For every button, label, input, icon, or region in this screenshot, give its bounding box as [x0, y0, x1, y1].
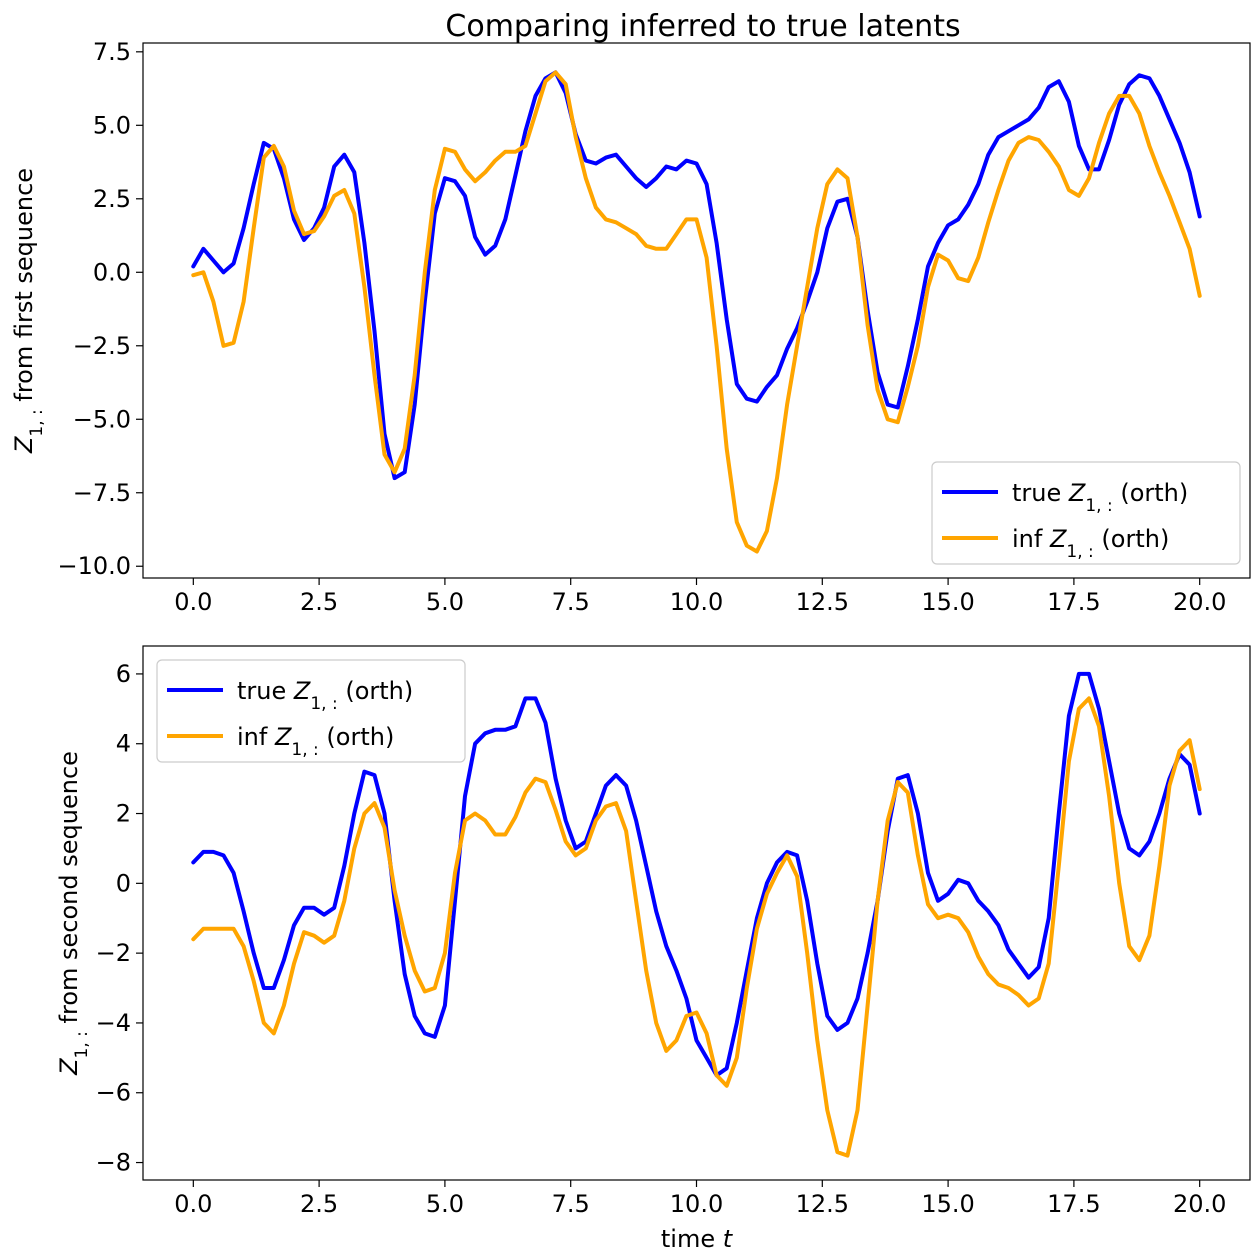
x-tick-label: 15.0	[921, 588, 974, 616]
x-tick-label: 7.5	[552, 588, 590, 616]
x-tick-label: 12.5	[796, 1190, 849, 1218]
y-tick-label: −5.0	[73, 405, 131, 433]
y-axis-label: Z1, : from first sequence	[10, 168, 47, 454]
bottom-panel: 0.0 2.5 5.0 7.5 10.0 12.5 15.0 17.5 20.0 −8 −6 −4 −2…	[55, 645, 1251, 1253]
x-tick-label: 17.5	[1047, 1190, 1100, 1218]
legend-inferred-label: inf Z1, : (orth)	[1012, 525, 1169, 562]
inferred-series-line	[191, 70, 1202, 554]
legend-true-label: true Z1, : (orth)	[1012, 479, 1188, 516]
legend: true Z1, : (orth) inf Z1, : (orth)	[931, 461, 1241, 565]
y-tick-label: 6	[116, 660, 131, 688]
y-tick-label: 2	[116, 800, 131, 828]
x-tick-label: 20.0	[1173, 1190, 1226, 1218]
top-panel: 0.0 2.5 5.0 7.5 10.0 12.5 15.0 17.5 20.0 −10.0 −7.…	[10, 38, 1251, 616]
y-tick-label: 2.5	[93, 185, 131, 213]
y-tick-label: −6	[96, 1079, 131, 1107]
legend-inferred-label: inf Z1, : (orth)	[237, 723, 394, 760]
true-series-line	[191, 70, 1202, 481]
x-tick-label: 0.0	[174, 1190, 212, 1218]
x-tick-label: 17.5	[1047, 588, 1100, 616]
x-tick-label: 5.0	[426, 1190, 464, 1218]
y-tick-label: 5.0	[93, 111, 131, 139]
x-tick-label: 2.5	[300, 588, 338, 616]
y-axis-label: Z1, : from second sequence	[55, 751, 92, 1076]
series-group	[191, 671, 1202, 1158]
x-tick-label: 10.0	[670, 1190, 723, 1218]
legend-box	[156, 659, 466, 763]
y-tick-label: 0	[116, 869, 131, 897]
y-tick-label: 0.0	[93, 258, 131, 286]
legend-true-label: true Z1, : (orth)	[237, 677, 413, 714]
y-tick-label: 7.5	[93, 38, 131, 66]
x-tick-label: 2.5	[300, 1190, 338, 1218]
y-tick-label: 4	[116, 730, 131, 758]
y-tick-label: −2	[96, 939, 131, 967]
x-tick-label: 20.0	[1173, 588, 1226, 616]
y-tick-label: −8	[96, 1149, 131, 1177]
y-tick-label: −10.0	[57, 552, 131, 580]
x-tick-label: 15.0	[921, 1190, 974, 1218]
true-series-line	[191, 671, 1202, 1078]
legend: true Z1, : (orth) inf Z1, : (orth)	[156, 659, 466, 763]
y-tick-label: −7.5	[73, 479, 131, 507]
inferred-series-line	[191, 696, 1202, 1158]
x-tick-label: 7.5	[552, 1190, 590, 1218]
x-axis-label: time t	[661, 1225, 734, 1253]
x-tick-label: 10.0	[670, 588, 723, 616]
x-tick-label: 12.5	[796, 588, 849, 616]
y-tick-label: −4	[96, 1009, 131, 1037]
series-group	[191, 70, 1202, 554]
x-tick-label: 5.0	[426, 588, 464, 616]
y-tick-label: −2.5	[73, 332, 131, 360]
chart-title: Comparing inferred to true latents	[445, 9, 960, 44]
legend-box	[931, 461, 1241, 565]
x-tick-label: 0.0	[174, 588, 212, 616]
